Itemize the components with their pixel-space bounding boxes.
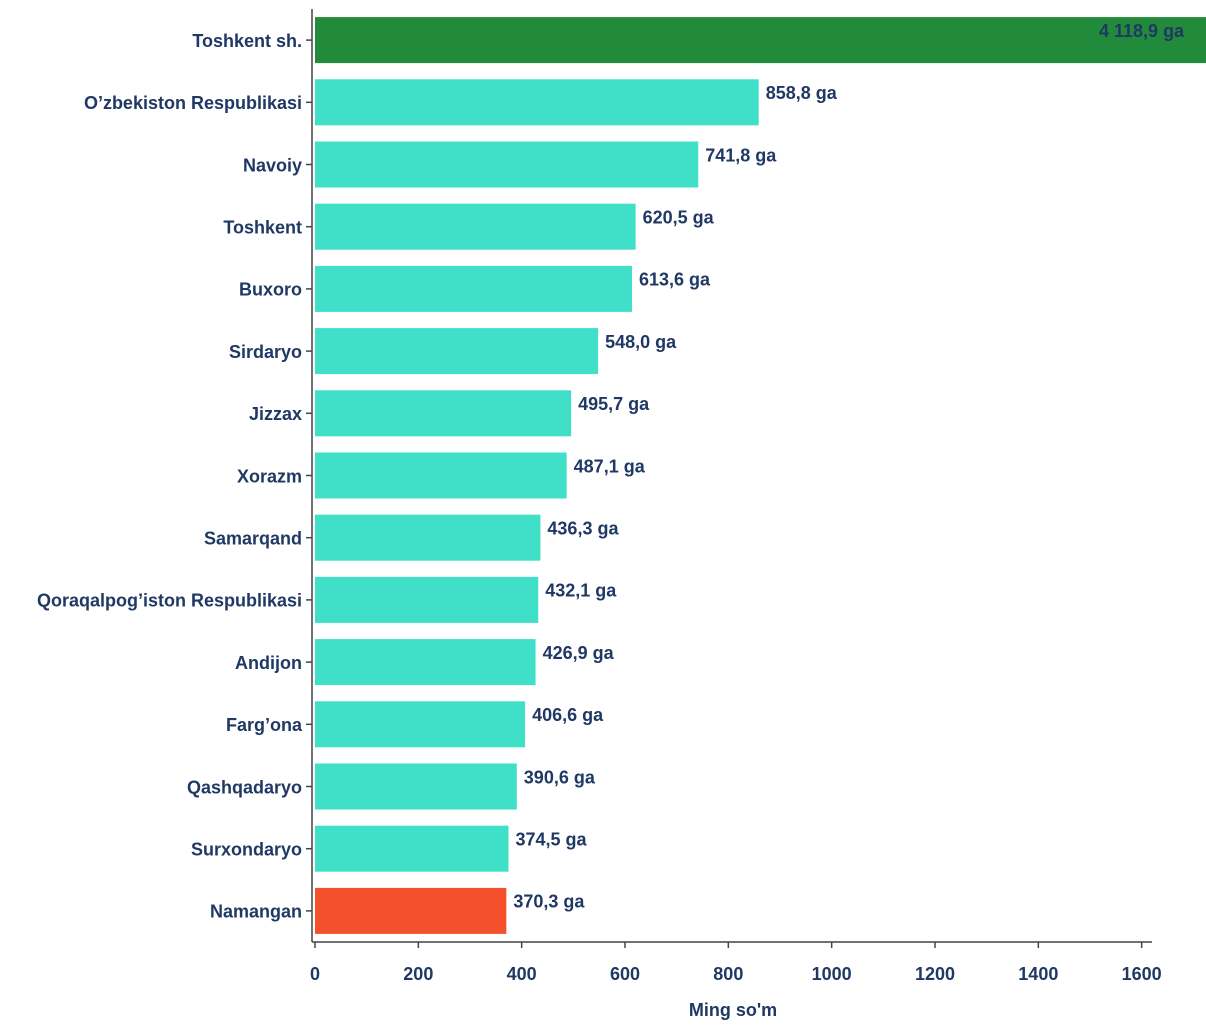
bar: [315, 763, 517, 810]
data-label: 487,1 ga: [574, 456, 646, 476]
y-tick-label: Surxondaryo: [191, 839, 302, 859]
y-tick-label: Navoiy: [243, 155, 302, 175]
data-label: 548,0 ga: [605, 332, 677, 352]
bar: [315, 452, 567, 499]
y-tick-label: Buxoro: [239, 280, 302, 300]
y-tick-label: Qashqadaryo: [187, 777, 302, 797]
y-tick-label: Samarqand: [204, 528, 302, 548]
data-label: 432,1 ga: [545, 581, 617, 601]
y-tick-label: Qoraqalpog’iston Respublikasi: [37, 591, 302, 611]
y-tick-label: Toshkent: [223, 217, 302, 237]
data-label: 390,6 ga: [524, 767, 596, 787]
x-tick-label: 1600: [1122, 964, 1162, 984]
bar: [315, 701, 526, 748]
y-tick-label: Toshkent sh.: [192, 31, 302, 51]
y-tick-label: Sirdaryo: [229, 342, 302, 362]
y-tick-label: Jizzax: [249, 404, 302, 424]
bar: [315, 17, 1206, 64]
bar: [315, 141, 699, 188]
data-label: 613,6 ga: [639, 270, 711, 290]
data-label: 858,8 ga: [766, 83, 838, 103]
bar: [315, 825, 509, 872]
y-tick-label: Andijon: [235, 653, 302, 673]
bar: [315, 514, 541, 561]
bar: [315, 576, 539, 623]
data-label: 495,7 ga: [578, 394, 650, 414]
bar: [315, 328, 599, 375]
y-tick-label: Farg’ona: [226, 715, 303, 735]
bar: [315, 887, 507, 934]
bar: [315, 639, 536, 686]
x-tick-label: 1400: [1018, 964, 1058, 984]
data-label: 374,5 ga: [515, 829, 587, 849]
x-tick-label: 200: [403, 964, 433, 984]
data-label: 406,6 ga: [532, 705, 604, 725]
x-tick-label: 1000: [812, 964, 852, 984]
x-tick-label: 0: [310, 964, 320, 984]
y-tick-label: Namangan: [210, 902, 302, 922]
y-tick-label: O’zbekiston Respublikasi: [84, 93, 302, 113]
bar: [315, 79, 759, 126]
x-tick-label: 1200: [915, 964, 955, 984]
data-label: 436,3 ga: [547, 518, 619, 538]
x-tick-label: 800: [713, 964, 743, 984]
y-tick-label: Xorazm: [237, 466, 302, 486]
x-tick-label: 600: [610, 964, 640, 984]
data-label: 620,5 ga: [643, 207, 715, 227]
data-label: 4 118,9 ga: [1099, 21, 1185, 41]
bar: [315, 203, 636, 250]
data-label: 370,3 ga: [513, 892, 585, 912]
data-label: 426,9 ga: [543, 643, 615, 663]
bar: [315, 390, 572, 437]
data-label: 741,8 ga: [705, 145, 777, 165]
x-axis-label: Ming so'm: [689, 1000, 777, 1020]
bar: [315, 265, 633, 312]
x-tick-label: 400: [507, 964, 537, 984]
